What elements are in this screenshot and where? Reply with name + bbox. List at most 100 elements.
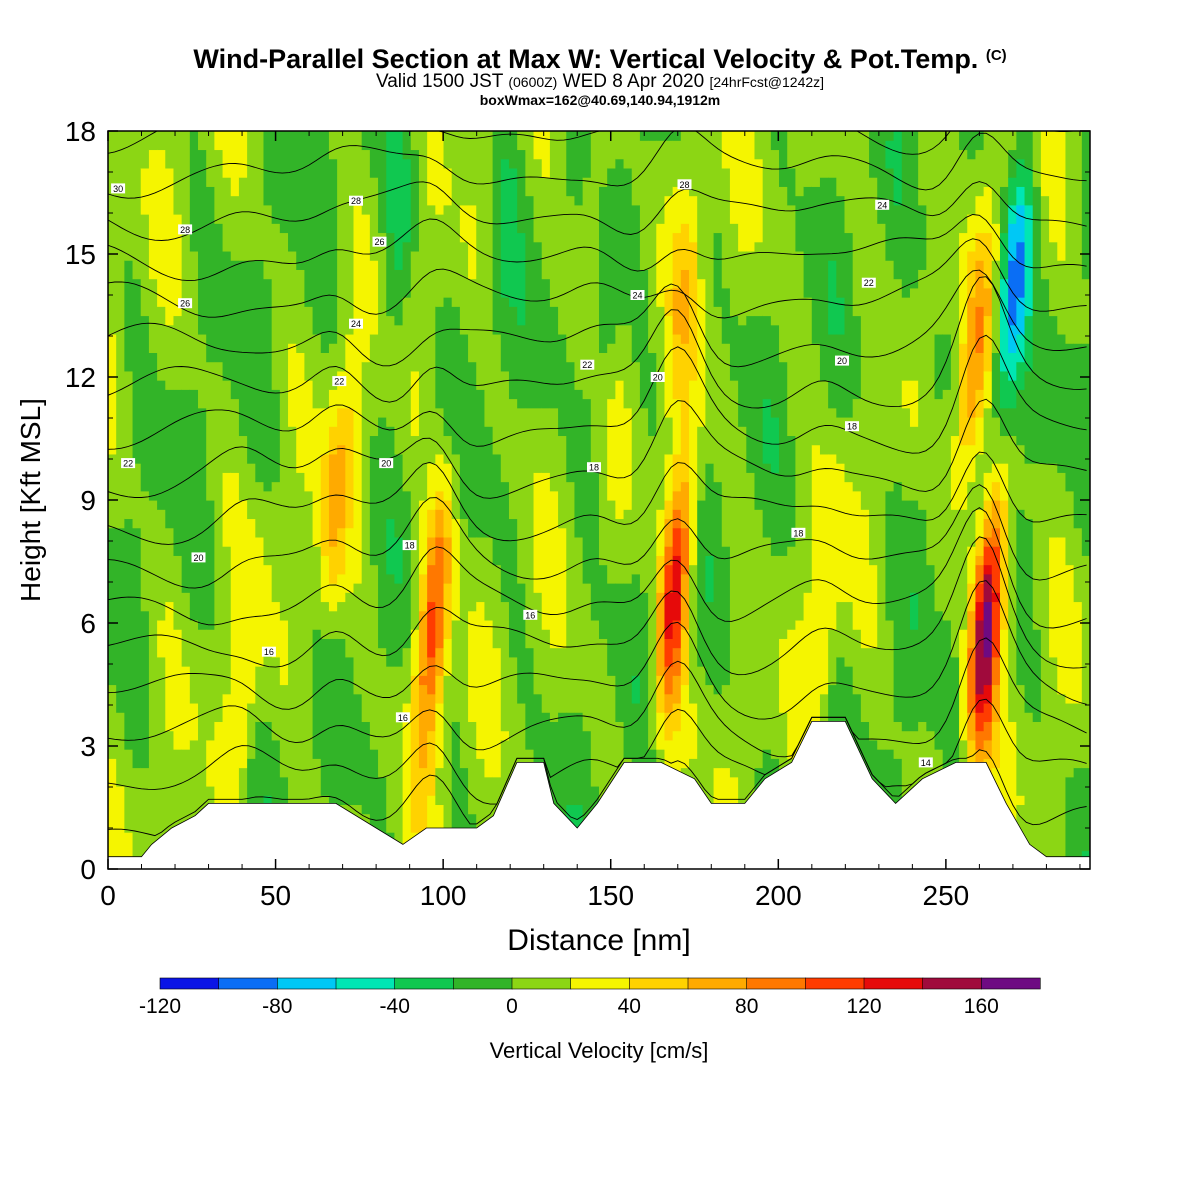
svg-text:28: 28 [180,225,190,235]
contour-label: 20 [191,552,206,563]
colorbar-swatch [394,977,454,990]
colorbar-tick-label: 0 [506,995,518,1018]
colorbar-label: Vertical Velocity [cm/s] [490,1038,709,1063]
chart-title: Wind-Parallel Section at Max W: Vertical… [0,44,1200,75]
contour-label: 28 [178,224,193,235]
svg-text:18: 18 [405,541,415,551]
axes: 0 50 100 150 200 250 0 3 6 9 12 15 18 [65,116,1090,911]
contour-label: 30 [111,183,126,194]
svg-text:20: 20 [837,356,847,366]
boxwmax-label: boxWmax=162@40.69,140.94,1912m [479,92,721,108]
svg-text:30: 30 [113,184,123,194]
y-axis-label: Height [Kft MSL] [15,398,46,602]
colorbar-swatch [570,977,630,990]
colorbar-swatch [277,977,337,990]
theta-contour-22 [108,398,1087,499]
contour-labels: 16 16 16 14 18 18 18 18 20 20 20 20 22 22 22 22 24 24 24 26… [111,179,933,768]
svg-text:22: 22 [582,360,592,370]
y-tick-label: 3 [80,731,96,762]
colorbar-swatch [159,977,220,990]
theta-contour-18 [108,536,1087,676]
theta-contour-17 [108,580,1087,720]
theta-contour-16 [108,637,1087,758]
contour-label: 14 [918,757,933,768]
velocity-field [108,131,1090,869]
contour-label: 24 [875,199,890,210]
theta-contour-25 [108,269,1087,368]
colorbar-tick-label: -80 [262,995,292,1018]
svg-text:26: 26 [374,237,384,247]
svg-text:28: 28 [679,180,689,190]
theta-contour-20 [108,484,1087,589]
svg-text:18: 18 [847,422,857,432]
colorbar-swatch [453,977,513,990]
svg-text:20: 20 [193,553,203,563]
contour-label: 18 [791,527,806,538]
x-axis-label: Distance [nm] [507,924,690,957]
svg-text:20: 20 [381,459,391,469]
x-tick-label: 200 [755,880,802,911]
contour-label: 20 [650,372,665,383]
colorbar-tick-label: -120 [139,995,181,1018]
svg-text:24: 24 [351,319,361,329]
forecast-info: [24hrFcst@1242z] [709,74,825,90]
colorbar-swatch [511,977,572,990]
contour-label: 24 [630,290,645,301]
colorbar-swatch [981,977,1041,990]
svg-text:16: 16 [398,713,408,723]
contour-label: 16 [395,712,410,723]
colorbar: -120 -80 -40 0 40 80 120 160 [139,977,1041,1018]
contour-label: 26 [178,298,193,309]
y-tick-label: 15 [65,239,96,270]
theta-contour-19 [108,507,1087,629]
svg-text:24: 24 [632,291,642,301]
contour-label: 16 [523,609,538,620]
terrain-profile [108,721,1090,869]
contour-label: 18 [402,540,417,551]
svg-text:22: 22 [123,459,133,469]
y-tick-label: 18 [65,116,96,147]
x-tick-label: 50 [260,880,291,911]
colorbar-tick-label: 40 [618,995,641,1018]
theta-contour-29 [108,131,1087,199]
theta-contour-28 [108,181,1087,241]
theta-contours [108,131,1087,837]
theta-contour-21 [108,451,1087,545]
valid-date: WED 8 Apr 2020 [562,71,705,92]
svg-text:16: 16 [525,610,535,620]
svg-text:26: 26 [180,299,190,309]
colorbar-tick-label: 80 [735,995,758,1018]
contour-label: 20 [835,355,849,366]
svg-text:22: 22 [334,377,344,387]
contour-label: 22 [861,277,876,288]
contour-label: 18 [845,421,859,432]
svg-text:22: 22 [864,278,874,288]
x-tick-label: 150 [587,880,634,911]
theta-contour-27 [108,214,1087,282]
svg-text:20: 20 [653,373,663,383]
x-tick-label: 250 [923,880,970,911]
colorbar-swatch [629,977,689,990]
colorbar-swatch [218,977,278,990]
contour-label: 24 [349,318,363,329]
y-tick-label: 0 [80,854,96,885]
colorbar-swatch [687,977,748,990]
colorbar-swatch [746,977,806,990]
contour-label: 26 [372,236,387,247]
contour-label: 22 [332,376,347,387]
contour-label: 28 [349,195,363,206]
contour-label: 16 [261,646,276,657]
valid-prefix: Valid 1500 JST [375,71,504,92]
contour-label: 22 [121,458,136,469]
colorbar-swatch [922,977,982,990]
theta-contour-26 [108,238,1087,319]
colorbar-swatch [863,977,924,990]
colorbar-tick-label: 160 [964,995,999,1018]
svg-text:14: 14 [921,758,931,768]
svg-text:18: 18 [589,463,599,473]
contour-label: 18 [587,462,601,473]
theta-contour-24 [108,276,1087,409]
y-tick-label: 6 [80,608,96,639]
y-tick-label: 9 [80,485,96,516]
